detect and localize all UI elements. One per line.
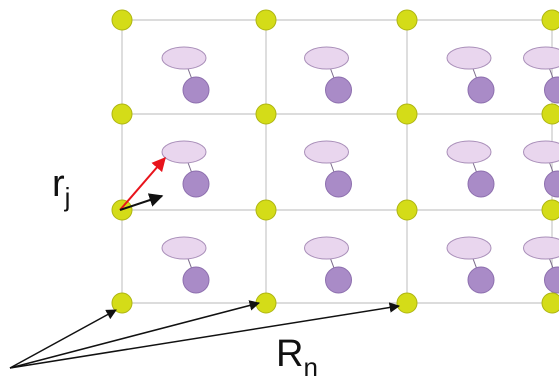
label-r-main: r: [52, 163, 65, 205]
lattice-node: [541, 199, 559, 221]
molecule: [446, 140, 495, 198]
vector-R-n-arrow-3: [9, 302, 401, 369]
vector-R-n-arrow-2: [9, 300, 261, 369]
orbital-lobe: [446, 236, 492, 260]
molecule: [304, 140, 352, 198]
molecule: [161, 46, 210, 104]
molecule: [523, 140, 559, 198]
orbital-lobe: [161, 46, 207, 70]
orbital-core: [325, 76, 352, 104]
lattice-node: [111, 103, 133, 125]
orbital-lobe: [304, 140, 349, 164]
orbital-core: [467, 76, 495, 104]
lattice-node-group: [111, 9, 559, 314]
molecule: [161, 236, 210, 294]
molecule: [304, 46, 352, 104]
orbital-lobe: [523, 140, 559, 164]
lattice-node: [111, 9, 133, 31]
orbital-lobe: [304, 236, 349, 260]
molecule-group: [161, 46, 559, 294]
orbital-lobe: [161, 140, 207, 164]
orbital-core: [182, 170, 210, 198]
orbital-core: [325, 266, 352, 294]
lattice-node: [255, 9, 277, 31]
orbital-lobe: [523, 236, 559, 260]
orbital-lobe: [446, 46, 492, 70]
orbital-lobe: [446, 140, 492, 164]
molecule: [304, 236, 352, 294]
molecule: [161, 140, 210, 198]
orbital-core: [325, 170, 352, 198]
orbital-core: [182, 266, 210, 294]
lattice-node: [396, 292, 418, 314]
vector-r-j-red-arrow: [119, 156, 166, 211]
lattice-node: [541, 9, 559, 31]
lattice-node: [396, 9, 418, 31]
molecule: [523, 236, 559, 294]
molecule: [523, 46, 559, 104]
label-R-n: Rn: [276, 333, 318, 382]
lattice-node: [255, 103, 277, 125]
vector-r-j-black-arrow: [119, 193, 164, 211]
label-r-j: rj: [52, 163, 70, 212]
molecule: [446, 236, 495, 294]
orbital-core: [544, 266, 559, 294]
orbital-core: [544, 76, 559, 104]
orbital-core: [467, 266, 495, 294]
lattice-node: [541, 103, 559, 125]
label-R-subscript: n: [303, 352, 317, 382]
label-R-main: R: [276, 333, 303, 375]
orbital-lobe: [304, 46, 349, 70]
orbital-core: [467, 170, 495, 198]
lattice-node: [111, 292, 133, 314]
lattice-node: [396, 199, 418, 221]
orbital-core: [544, 170, 559, 198]
orbital-lobe: [523, 46, 559, 70]
vector-R-n-arrow-1: [9, 309, 117, 369]
molecule: [446, 46, 495, 104]
lattice-node: [541, 292, 559, 314]
lattice-node: [255, 199, 277, 221]
orbital-lobe: [161, 236, 207, 260]
lattice-grid-lines: [121, 19, 559, 304]
lattice-node: [396, 103, 418, 125]
orbital-core: [182, 76, 210, 104]
label-r-subscript: j: [64, 182, 71, 212]
